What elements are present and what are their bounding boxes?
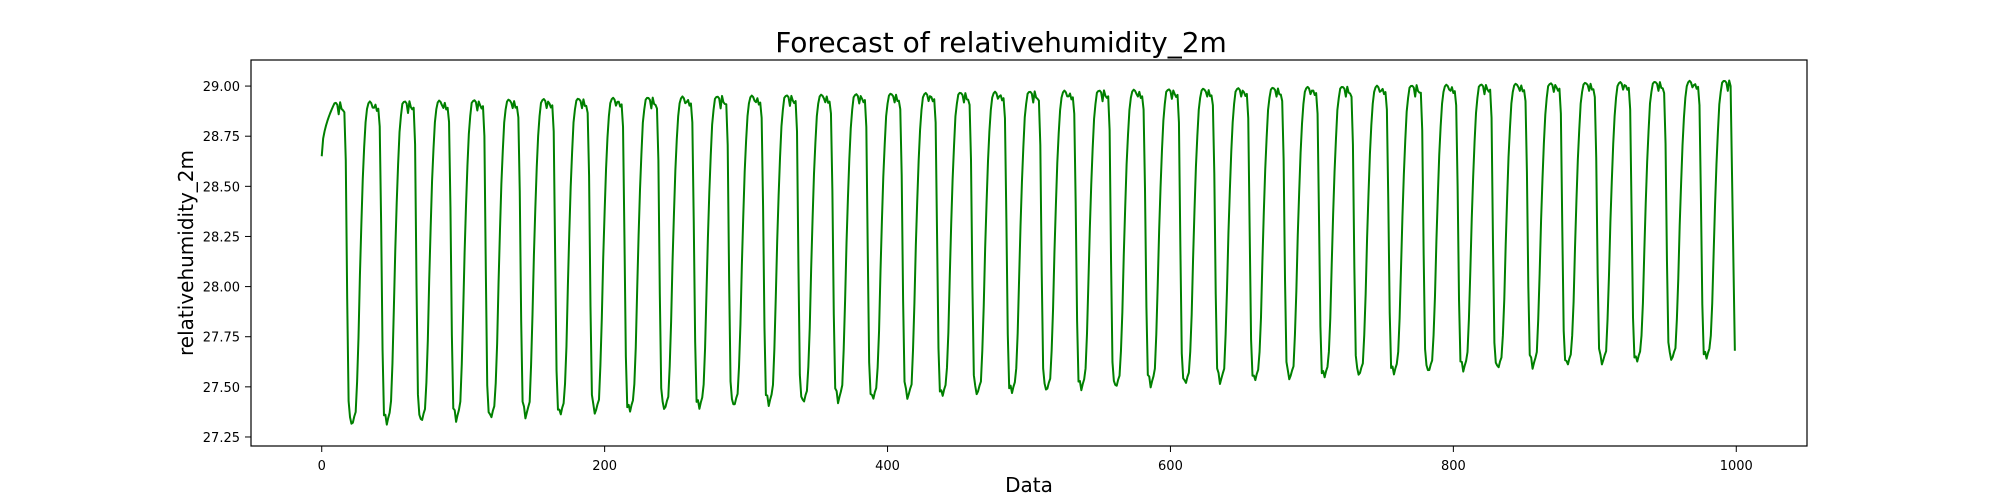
- x-tick-label: 200: [592, 459, 617, 474]
- y-tick-label: 28.25: [203, 230, 240, 245]
- y-tick-label: 28.75: [203, 130, 240, 145]
- y-tick-label: 27.50: [203, 381, 240, 396]
- chart-title: Forecast of relativehumidity_2m: [775, 26, 1227, 59]
- x-tick-label: 600: [1158, 459, 1183, 474]
- y-tick-label: 27.75: [203, 331, 240, 346]
- series-line: [320, 79, 1736, 426]
- y-axis-ticks: 27.25 27.50 27.75 28.00 28.25 28.50 28.75 29.00: [203, 80, 251, 446]
- y-tick-label: 27.25: [203, 431, 240, 446]
- plot-frame: [250, 59, 1808, 447]
- y-tick-label: 28.50: [203, 180, 240, 195]
- x-axis-label: Data: [1005, 473, 1053, 497]
- x-axis-ticks: 0 200 400 600 800 1000: [318, 446, 1753, 474]
- x-tick-label: 800: [1441, 459, 1466, 474]
- y-axis-label: relativehumidity_2m: [174, 150, 198, 356]
- plot-series: [320, 79, 1736, 426]
- y-tick-label: 28.00: [203, 281, 240, 296]
- x-tick-label: 0: [318, 459, 326, 474]
- y-tick-label: 29.00: [203, 80, 240, 95]
- x-tick-label: 400: [875, 459, 900, 474]
- x-tick-label: 1000: [1720, 459, 1753, 474]
